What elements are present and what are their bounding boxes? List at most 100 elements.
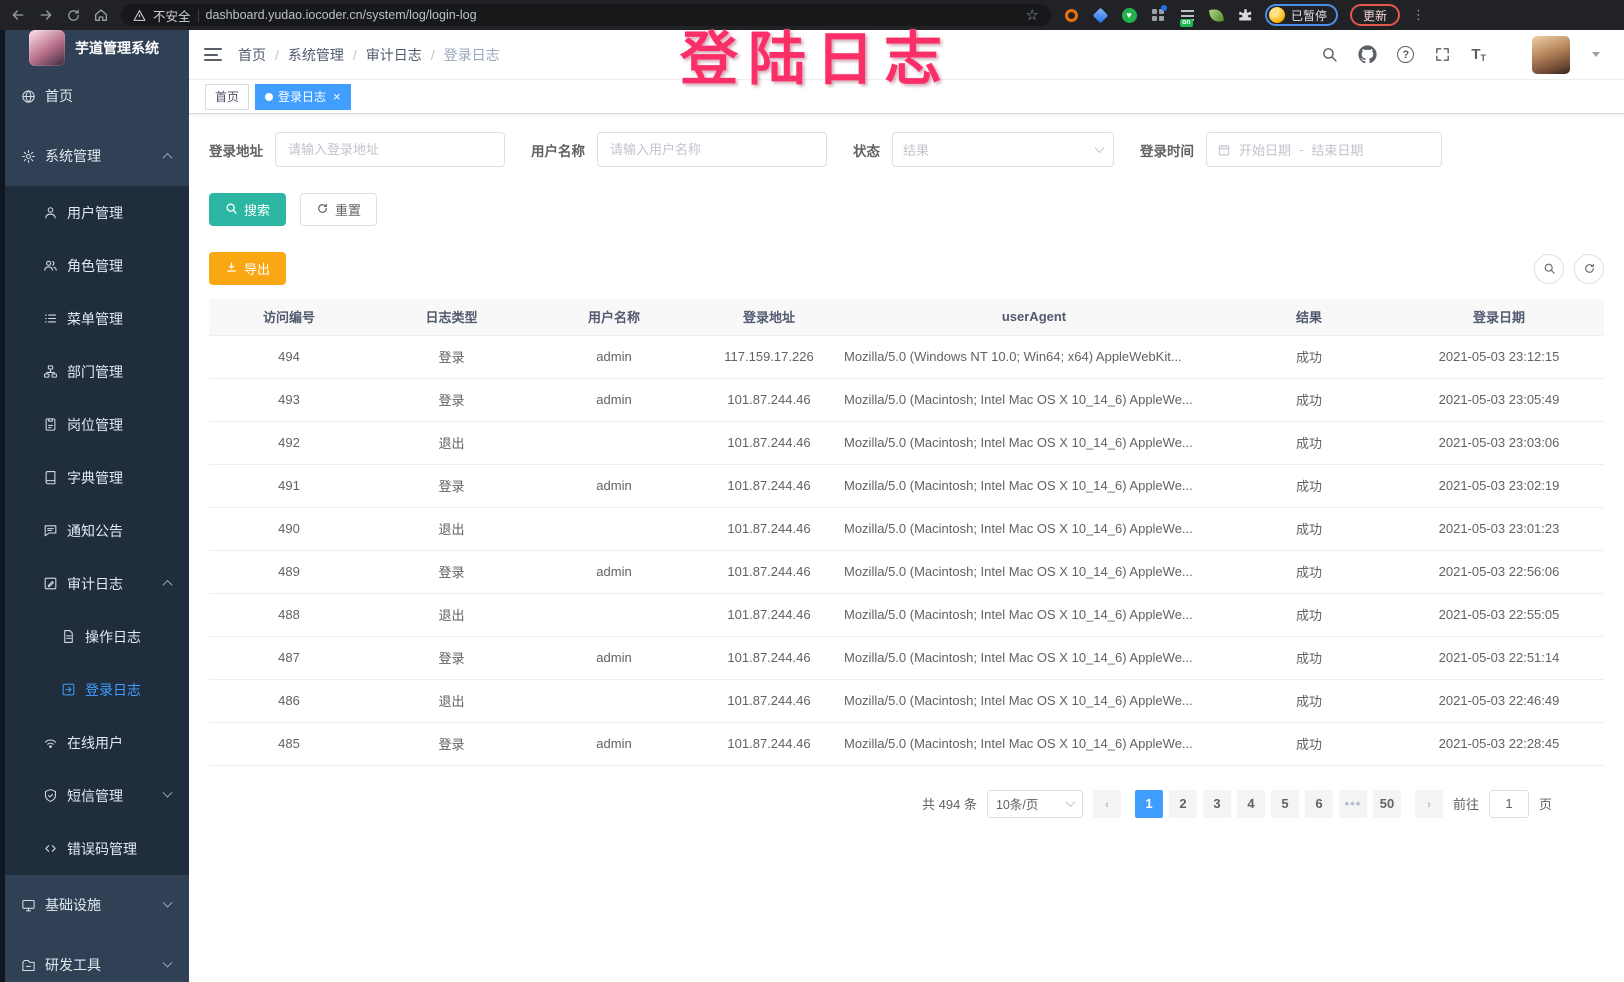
close-icon[interactable]: ×	[333, 89, 341, 104]
page-button[interactable]: 6	[1304, 789, 1333, 818]
docs-help-icon[interactable]: ?	[1397, 46, 1415, 63]
ext-leaf-icon[interactable]	[1208, 7, 1224, 23]
table-cell: 2021-05-03 23:03:06	[1394, 421, 1604, 465]
bookmark-star-icon[interactable]: ☆	[1025, 6, 1039, 24]
table-row[interactable]: 485 登录 admin 101.87.244.46 Mozilla/5.0 (Maci…	[209, 722, 1604, 766]
search-icon	[225, 202, 238, 218]
table-cell: admin	[534, 550, 694, 594]
breadcrumb-item[interactable]: 首页	[238, 46, 266, 63]
fullscreen-icon[interactable]	[1434, 46, 1451, 63]
divider	[197, 8, 199, 22]
ext-orange-ring-icon[interactable]	[1063, 7, 1079, 23]
breadcrumb-item[interactable]: 系统管理	[287, 46, 344, 63]
sidebar-item-sms-management[interactable]: 短信管理	[5, 769, 189, 822]
page-button[interactable]: 1	[1134, 789, 1163, 818]
sidebar-item-post-management[interactable]: 岗位管理	[5, 398, 189, 451]
ext-grid-icon[interactable]	[1150, 5, 1167, 23]
chevron-down-icon	[162, 787, 173, 798]
sidebar-item-notice-announcement[interactable]: 通知公告	[5, 504, 189, 557]
sidebar-item-department-management[interactable]: 部门管理	[5, 345, 189, 398]
table-cell: 登录	[369, 378, 534, 422]
next-page-button[interactable]: ›	[1414, 789, 1443, 818]
table-row[interactable]: 488 退出 101.87.244.46 Mozilla/5.0 (Macintosh…	[209, 593, 1604, 637]
not-secure-icon[interactable]	[133, 9, 146, 22]
table-row[interactable]: 492 退出 101.87.244.46 Mozilla/5.0 (Macintosh…	[209, 421, 1604, 465]
refresh-table-button[interactable]	[1574, 253, 1604, 284]
table-cell: 退出	[369, 507, 534, 551]
browser-menu-icon[interactable]: ⋮	[1412, 7, 1426, 22]
reload-icon[interactable]	[66, 8, 81, 23]
table-row[interactable]: 489 登录 admin 101.87.244.46 Mozilla/5.0 (Maci…	[209, 550, 1604, 594]
sidebar-item-system-management[interactable]: 系统管理	[5, 126, 189, 186]
update-button[interactable]: 更新	[1350, 4, 1401, 26]
sidebar-toggle-icon[interactable]	[204, 48, 222, 61]
sidebar-item-login-log[interactable]: 登录日志	[5, 663, 189, 716]
ext-green-heart-icon[interactable]: ♥	[1121, 7, 1137, 23]
column-header: 登录地址	[694, 299, 844, 336]
table-cell: 492	[209, 421, 369, 465]
ext-tabs-icon[interactable]: on	[1179, 7, 1195, 27]
table-cell: 2021-05-03 23:02:19	[1394, 464, 1604, 508]
users-icon	[43, 258, 58, 273]
goto-page-input[interactable]	[1488, 789, 1529, 818]
address-bar[interactable]: 不安全 dashboard.yudao.iocoder.cn/system/lo…	[121, 4, 1051, 26]
table-row[interactable]: 491 登录 admin 101.87.244.46 Mozilla/5.0 (Maci…	[209, 464, 1604, 508]
page-button[interactable]: 2	[1168, 789, 1197, 818]
ext-blue-gem-icon[interactable]	[1092, 7, 1108, 23]
more-pages-button[interactable]: •••	[1338, 789, 1367, 818]
forward-icon[interactable]	[38, 7, 54, 23]
sidebar-item-audit-log[interactable]: 审计日志	[5, 557, 189, 610]
table-row[interactable]: 493 登录 admin 101.87.244.46 Mozilla/5.0 (Maci…	[209, 378, 1604, 422]
username-input[interactable]	[597, 132, 827, 167]
page-button[interactable]: 50	[1372, 789, 1401, 818]
table-cell	[534, 679, 694, 723]
page-button[interactable]: 3	[1202, 789, 1231, 818]
window-edge	[0, 30, 5, 982]
extensions-puzzle-icon[interactable]	[1237, 7, 1253, 23]
column-header: 访问编号	[209, 299, 369, 336]
status-select[interactable]: 结果	[892, 132, 1114, 167]
sidebar-item-error-code-management[interactable]: 错误码管理	[5, 822, 189, 875]
sidebar-item-home[interactable]: 首页	[5, 66, 189, 126]
table-row[interactable]: 494 登录 admin 117.159.17.226 Mozilla/5.0 (Win…	[209, 335, 1604, 379]
table-row[interactable]: 487 登录 admin 101.87.244.46 Mozilla/5.0 (Maci…	[209, 636, 1604, 680]
table-cell: 成功	[1224, 722, 1394, 766]
back-icon[interactable]	[10, 7, 26, 23]
search-button[interactable]: 搜索	[209, 193, 287, 226]
table-row[interactable]: 490 退出 101.87.244.46 Mozilla/5.0 (Macintosh…	[209, 507, 1604, 551]
sidebar-item-role-management[interactable]: 角色管理	[5, 239, 189, 292]
page-size-select[interactable]: 10条/页	[986, 789, 1083, 818]
sidebar-item-menu-management[interactable]: 菜单管理	[5, 292, 189, 345]
page-button[interactable]: 4	[1236, 789, 1265, 818]
login-address-input[interactable]	[275, 132, 505, 167]
prev-page-button[interactable]: ‹	[1092, 789, 1121, 818]
page-button[interactable]: 5	[1270, 789, 1299, 818]
table-cell: 2021-05-03 23:12:15	[1394, 335, 1604, 379]
caret-down-icon[interactable]	[1592, 52, 1600, 57]
table-row[interactable]: 486 退出 101.87.244.46 Mozilla/5.0 (Macintosh…	[209, 679, 1604, 723]
view-tag[interactable]: 首页	[205, 83, 250, 110]
export-button[interactable]: 导出	[209, 252, 287, 285]
reset-button[interactable]: 重置	[300, 193, 378, 226]
book-icon	[43, 470, 58, 485]
sidebar-item-infrastructure[interactable]: 基础设施	[5, 875, 189, 935]
active-dot-icon	[265, 92, 274, 101]
sidebar-item-dev-tools[interactable]: 研发工具	[5, 935, 189, 982]
sidebar-item-operation-log[interactable]: 操作日志	[5, 610, 189, 663]
sidebar-item-dict-management[interactable]: 字典管理	[5, 451, 189, 504]
app-logo-row[interactable]: 芋道管理系统	[5, 30, 189, 66]
date-range-picker[interactable]: 开始日期 - 结束日期	[1206, 132, 1442, 167]
table-cell: Mozilla/5.0 (Macintosh; Intel Mac OS X 1…	[844, 378, 1224, 422]
calendar-icon	[1217, 143, 1231, 157]
header-search-icon[interactable]	[1321, 46, 1338, 63]
sidebar-item-online-users[interactable]: 在线用户	[5, 716, 189, 769]
breadcrumb-item[interactable]: 审计日志	[365, 46, 422, 63]
profile-paused-chip[interactable]: 已暂停	[1265, 4, 1339, 26]
user-avatar[interactable]	[1532, 35, 1570, 74]
toggle-search-button[interactable]	[1534, 253, 1564, 284]
github-icon[interactable]	[1358, 45, 1377, 64]
sidebar-item-user-management[interactable]: 用户管理	[5, 186, 189, 239]
home-icon[interactable]	[93, 7, 109, 23]
view-tag[interactable]: 登录日志 ×	[255, 83, 351, 110]
